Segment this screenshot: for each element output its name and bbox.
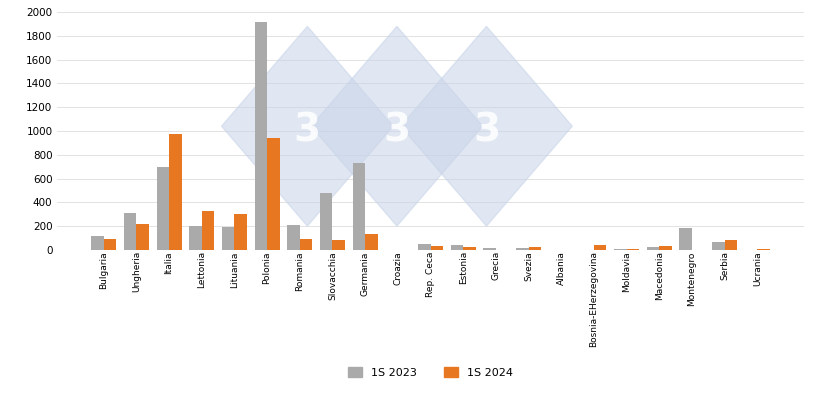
Bar (724, 240, 736, 250)
Polygon shape (310, 26, 482, 226)
Bar (528, 247, 541, 250)
Bar (169, 134, 181, 250)
Bar (300, 239, 312, 250)
Bar (352, 163, 364, 250)
Text: 3: 3 (293, 112, 320, 150)
Bar (593, 245, 605, 250)
Bar (712, 242, 724, 250)
Bar (364, 235, 377, 250)
Bar (463, 247, 475, 250)
Bar (418, 244, 430, 250)
Text: 3: 3 (383, 112, 410, 150)
Bar (91, 236, 104, 250)
Bar (222, 226, 234, 250)
Text: 3: 3 (473, 112, 500, 150)
Bar (201, 211, 214, 250)
Bar (515, 248, 528, 250)
Bar (626, 249, 638, 250)
Bar (319, 193, 332, 250)
Bar (267, 138, 279, 250)
Legend: 1S 2023, 1S 2024: 1S 2023, 1S 2024 (344, 363, 516, 382)
Bar (756, 249, 769, 250)
Bar (124, 213, 136, 250)
Bar (658, 246, 671, 250)
Bar (189, 226, 201, 250)
Bar (255, 22, 267, 250)
Bar (104, 239, 116, 250)
Bar (450, 245, 463, 250)
Bar (646, 247, 658, 250)
Polygon shape (400, 26, 572, 226)
Bar (332, 240, 345, 250)
Bar (136, 224, 148, 250)
Polygon shape (221, 26, 393, 226)
Bar (483, 248, 495, 250)
Bar (430, 246, 442, 250)
Bar (613, 249, 626, 250)
Bar (234, 214, 247, 250)
Bar (679, 228, 691, 250)
Bar (287, 225, 300, 250)
Bar (156, 167, 169, 250)
